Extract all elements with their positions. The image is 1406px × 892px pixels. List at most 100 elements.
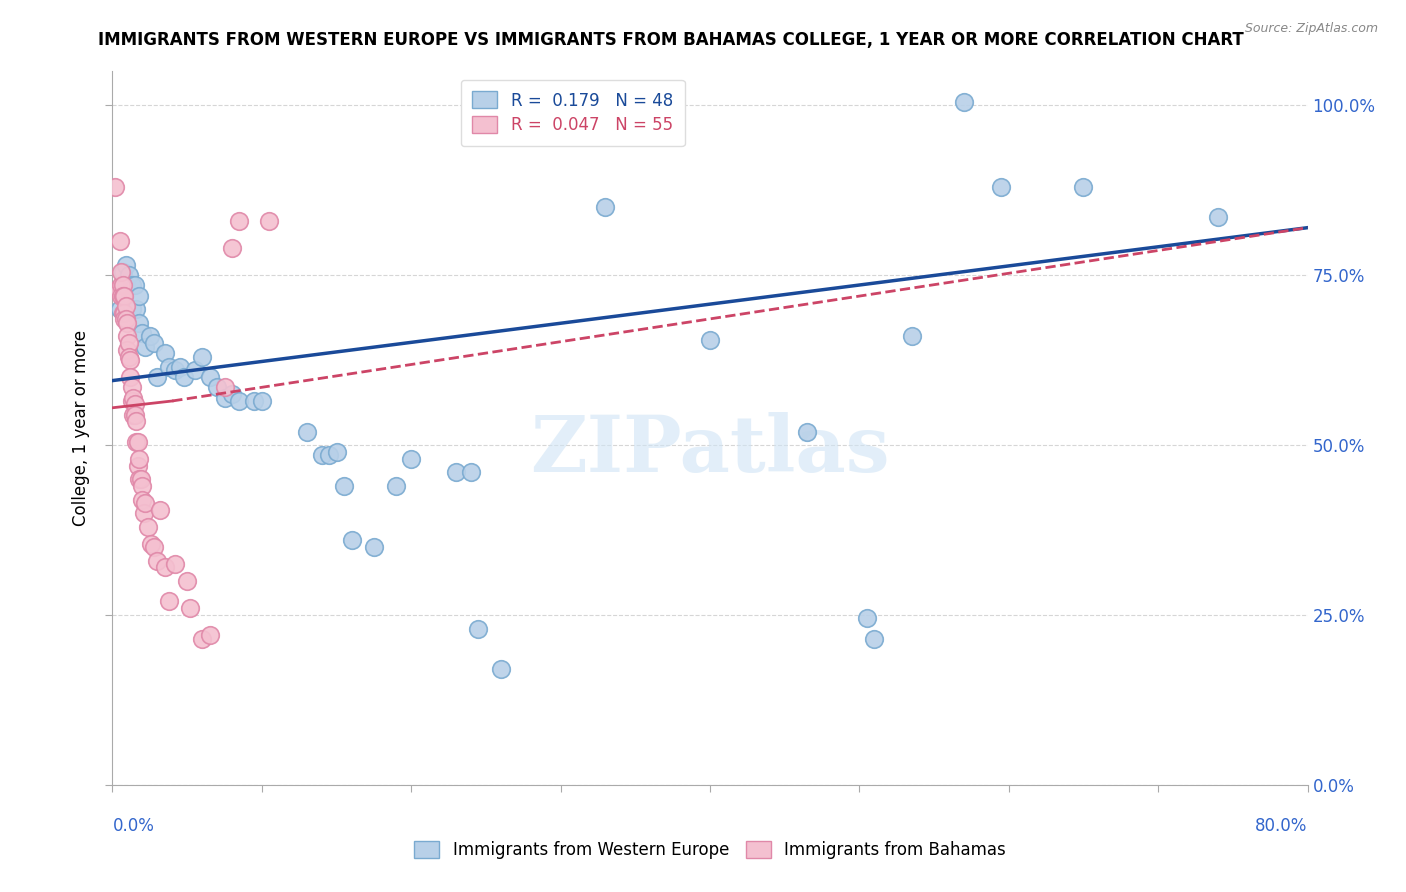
- Point: [141, 537, 163, 551]
- Text: 0.0%: 0.0%: [112, 817, 155, 835]
- Point: [117, 343, 139, 357]
- Text: Source: ZipAtlas.com: Source: ZipAtlas.com: [1244, 22, 1378, 36]
- Point: [169, 359, 191, 374]
- Point: [953, 95, 976, 109]
- Point: [120, 353, 142, 368]
- Text: IMMIGRANTS FROM WESTERN EUROPE VS IMMIGRANTS FROM BAHAMAS COLLEGE, 1 YEAR OR MOR: IMMIGRANTS FROM WESTERN EUROPE VS IMMIGR…: [98, 31, 1244, 49]
- Point: [363, 540, 385, 554]
- Point: [107, 282, 129, 296]
- Point: [115, 312, 138, 326]
- Point: [128, 472, 150, 486]
- Point: [104, 180, 127, 194]
- Point: [143, 540, 166, 554]
- Point: [139, 329, 162, 343]
- Point: [117, 329, 139, 343]
- Point: [134, 496, 156, 510]
- Point: [467, 622, 489, 636]
- Point: [325, 445, 347, 459]
- Point: [401, 451, 423, 466]
- Point: [221, 241, 243, 255]
- Point: [198, 628, 221, 642]
- Point: [125, 434, 148, 449]
- Point: [250, 394, 273, 409]
- Point: [153, 560, 176, 574]
- Point: [122, 391, 145, 405]
- Point: [131, 492, 153, 507]
- Point: [121, 302, 143, 317]
- Point: [444, 466, 467, 480]
- Point: [115, 258, 138, 272]
- Point: [333, 479, 356, 493]
- Point: [118, 336, 141, 351]
- Point: [115, 299, 138, 313]
- Point: [165, 363, 187, 377]
- Point: [228, 214, 250, 228]
- Y-axis label: College, 1 year or more: College, 1 year or more: [72, 330, 90, 526]
- Point: [214, 391, 236, 405]
- Point: [146, 370, 169, 384]
- Point: [134, 340, 156, 354]
- Point: [796, 425, 818, 439]
- Point: [114, 305, 135, 319]
- Point: [128, 451, 150, 466]
- Point: [228, 394, 250, 409]
- Point: [617, 126, 640, 140]
- Point: [295, 425, 318, 439]
- Point: [115, 278, 138, 293]
- Point: [157, 359, 180, 374]
- Point: [114, 288, 135, 302]
- Point: [214, 380, 236, 394]
- Point: [1357, 166, 1379, 180]
- Text: ZIPatlas: ZIPatlas: [530, 411, 890, 488]
- Point: [165, 557, 187, 571]
- Point: [138, 519, 160, 533]
- Point: [121, 380, 143, 394]
- Point: [131, 479, 153, 493]
- Point: [111, 305, 134, 319]
- Point: [121, 278, 143, 293]
- Point: [863, 632, 886, 646]
- Point: [191, 632, 214, 646]
- Point: [111, 265, 134, 279]
- Point: [1206, 211, 1229, 225]
- Point: [117, 316, 139, 330]
- Point: [114, 312, 135, 326]
- Point: [157, 594, 180, 608]
- Point: [124, 278, 146, 293]
- Point: [489, 662, 512, 676]
- Point: [125, 414, 148, 428]
- Point: [243, 394, 266, 409]
- Point: [153, 346, 176, 360]
- Text: 80.0%: 80.0%: [1256, 817, 1308, 835]
- Point: [385, 479, 408, 493]
- Point: [128, 316, 150, 330]
- Point: [205, 380, 228, 394]
- Point: [110, 265, 132, 279]
- Point: [124, 397, 146, 411]
- Point: [108, 302, 131, 317]
- Point: [121, 394, 143, 409]
- Point: [111, 288, 134, 302]
- Point: [143, 336, 166, 351]
- Point: [127, 434, 149, 449]
- Point: [131, 326, 153, 340]
- Point: [110, 278, 132, 293]
- Point: [124, 408, 146, 422]
- Point: [1073, 180, 1095, 194]
- Point: [111, 278, 134, 293]
- Point: [595, 200, 617, 214]
- Point: [120, 370, 142, 384]
- Point: [149, 502, 172, 516]
- Point: [129, 472, 152, 486]
- Point: [198, 370, 221, 384]
- Point: [259, 214, 281, 228]
- Point: [132, 506, 155, 520]
- Point: [122, 408, 145, 422]
- Point: [191, 350, 214, 364]
- Legend: Immigrants from Western Europe, Immigrants from Bahamas: Immigrants from Western Europe, Immigran…: [406, 832, 1014, 867]
- Point: [176, 574, 198, 588]
- Point: [118, 350, 141, 364]
- Point: [173, 370, 195, 384]
- Point: [900, 329, 922, 343]
- Point: [183, 363, 205, 377]
